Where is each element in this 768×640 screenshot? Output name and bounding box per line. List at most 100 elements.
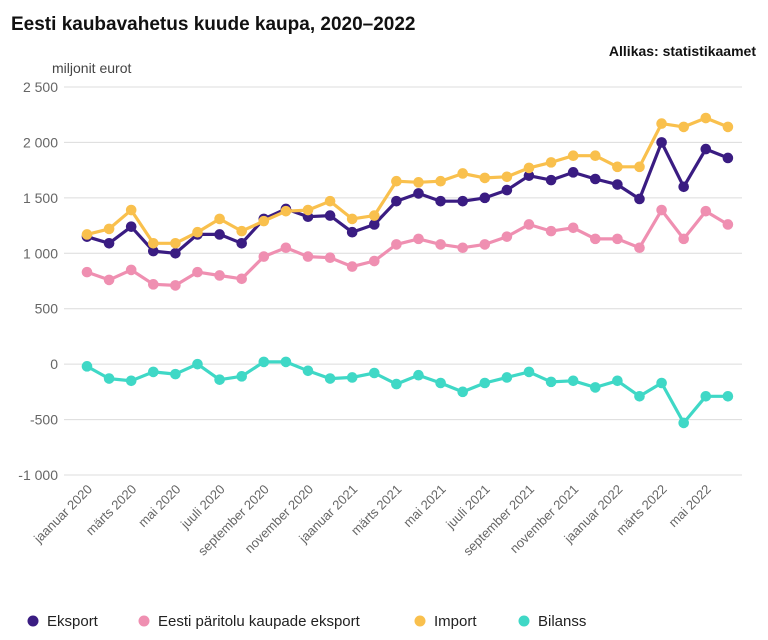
data-point	[523, 162, 535, 174]
data-point	[700, 143, 712, 155]
data-point	[170, 247, 181, 259]
data-point	[479, 377, 491, 389]
data-point	[700, 112, 712, 124]
data-point	[258, 251, 270, 262]
data-point	[214, 270, 225, 281]
data-point	[567, 222, 579, 234]
x-tick-label: mai 2021	[400, 482, 448, 530]
data-point	[435, 175, 446, 187]
data-point	[81, 361, 93, 372]
legend-label: Import	[434, 613, 477, 630]
data-point	[656, 377, 667, 389]
data-point	[236, 371, 247, 382]
legend-item: Eksport	[27, 613, 99, 630]
y-tick-label: -500	[30, 412, 58, 428]
data-point	[501, 231, 513, 242]
data-point	[413, 188, 424, 199]
data-point	[545, 174, 557, 186]
data-point	[236, 238, 247, 249]
series-2	[81, 204, 734, 291]
data-point	[567, 150, 579, 162]
data-point	[656, 118, 667, 129]
chart-title: Eesti kaubavahetus kuude kaupa, 2020–202…	[11, 14, 416, 35]
legend-item: Bilanss	[518, 613, 586, 630]
data-point	[391, 239, 402, 250]
y-tick-label: 2 000	[23, 134, 58, 150]
data-point	[302, 365, 314, 377]
data-point	[479, 239, 491, 250]
data-point	[236, 225, 247, 237]
data-point	[81, 229, 93, 240]
data-point	[479, 192, 491, 204]
series-4	[81, 356, 734, 429]
data-point	[567, 375, 579, 387]
data-point	[501, 171, 513, 183]
data-point	[170, 280, 181, 291]
data-point	[148, 366, 159, 378]
data-point	[722, 219, 734, 230]
data-point	[214, 213, 225, 225]
data-point	[700, 205, 712, 217]
data-point	[656, 137, 667, 148]
data-point	[612, 179, 623, 190]
data-point	[722, 390, 734, 402]
data-point	[346, 213, 358, 225]
data-point	[369, 367, 380, 379]
data-point	[125, 375, 137, 387]
data-point	[192, 266, 203, 278]
data-point	[523, 366, 535, 378]
y-tick-label: -1 000	[18, 467, 58, 483]
series-line	[85, 360, 730, 425]
data-point	[545, 376, 557, 388]
data-point	[678, 181, 689, 193]
data-point	[678, 417, 689, 429]
data-point	[612, 161, 623, 173]
data-point	[457, 168, 469, 179]
data-point	[567, 167, 579, 178]
data-point	[192, 226, 203, 238]
data-point	[125, 264, 137, 276]
data-point	[391, 195, 402, 207]
legend-label: Eesti päritolu kaupade eksport	[158, 613, 361, 630]
data-point	[346, 372, 358, 383]
data-point	[413, 369, 424, 381]
chart-source: Allikas: statistikaamet	[609, 43, 756, 59]
y-tick-label: 1 000	[23, 245, 58, 261]
data-point	[103, 223, 115, 235]
series-group	[81, 112, 734, 429]
data-point	[103, 238, 115, 249]
legend-item: Import	[414, 613, 477, 630]
data-point	[523, 219, 535, 230]
legend-label: Bilanss	[538, 613, 586, 630]
data-point	[722, 152, 734, 164]
data-point	[457, 386, 469, 398]
data-point	[148, 238, 159, 249]
data-point	[523, 170, 535, 181]
legend-marker	[518, 615, 530, 627]
y-tick-label: 1 500	[23, 190, 58, 206]
data-point	[369, 219, 380, 230]
data-point	[103, 373, 115, 384]
data-point	[722, 121, 734, 133]
series-line	[85, 116, 730, 245]
data-point	[435, 239, 446, 250]
data-point	[280, 356, 292, 368]
data-point	[103, 274, 115, 286]
data-point	[324, 195, 336, 207]
data-point	[634, 161, 645, 173]
y-tick-label: 0	[50, 356, 58, 372]
data-point	[302, 204, 314, 216]
data-point	[545, 225, 557, 237]
legend-marker	[414, 615, 426, 627]
data-point	[369, 255, 380, 267]
data-point	[612, 375, 623, 387]
data-point	[214, 374, 225, 385]
data-point	[324, 210, 336, 221]
data-point	[280, 205, 292, 217]
data-point	[435, 195, 446, 207]
data-point	[192, 358, 203, 370]
data-point	[369, 210, 380, 221]
legend-label: Eksport	[47, 613, 99, 630]
